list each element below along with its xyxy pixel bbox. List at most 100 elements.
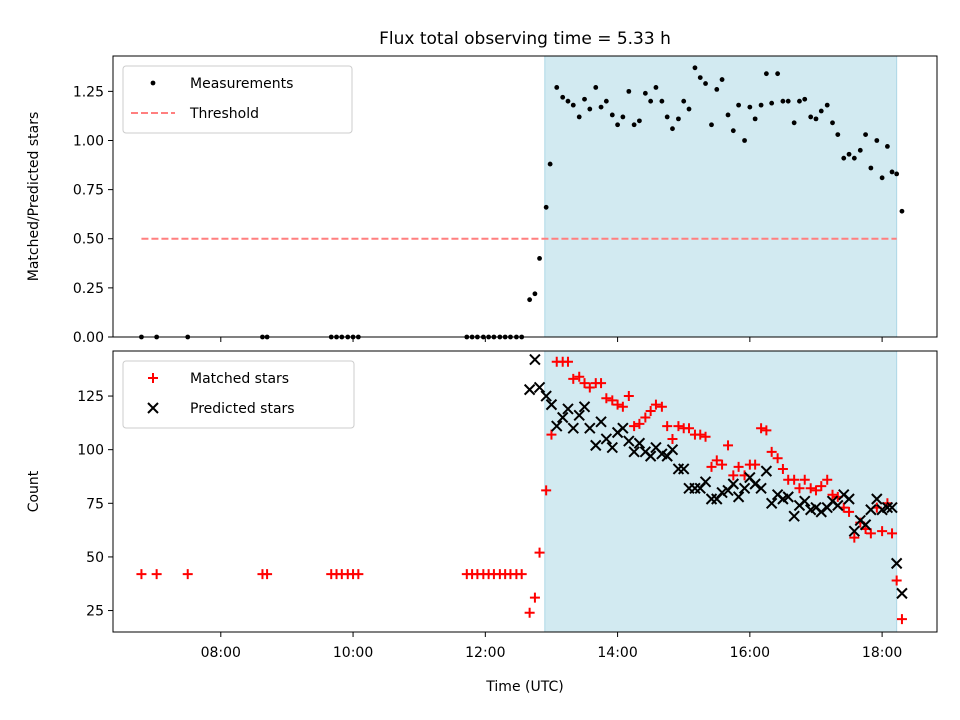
predicted-star-point — [628, 446, 640, 458]
measurement-point — [725, 112, 731, 118]
measurement-point — [709, 122, 714, 128]
predicted-star-point — [755, 482, 767, 494]
predicted-star-point — [843, 493, 855, 505]
predicted-star-point — [623, 435, 635, 447]
matched-star-point — [529, 592, 540, 603]
matched-star-point — [579, 378, 590, 389]
matched-star-point — [662, 421, 673, 432]
measurement-point — [780, 98, 786, 104]
x-tick-label: 14:00 — [597, 645, 637, 661]
top-y-axis-label: Matched/Predicted stars — [26, 112, 42, 282]
measurement-point — [714, 87, 720, 92]
top-y-tick-label: 0.50 — [73, 232, 104, 248]
matched-star-point — [562, 356, 573, 367]
measurement-point — [670, 126, 675, 132]
predicted-star-point — [562, 403, 574, 415]
measurement-point — [648, 98, 654, 104]
matched-star-point — [822, 474, 833, 485]
measurement-point — [791, 120, 797, 126]
predicted-star-point — [633, 437, 646, 449]
bottom-series-1 — [523, 353, 908, 600]
predicted-star-point — [545, 398, 558, 411]
matched-star-point — [711, 455, 722, 466]
bottom-y-axis-label: Count — [26, 470, 42, 512]
matched-star-point — [650, 399, 661, 410]
legend-marker-measurements — [150, 80, 156, 86]
top-y-tick-label: 1.25 — [73, 84, 104, 100]
legend-marker-predicted — [147, 402, 159, 414]
measurement-point — [603, 98, 609, 104]
predicted-star-point — [584, 422, 596, 434]
matched-star-point — [612, 399, 623, 410]
measurement-point — [659, 98, 665, 104]
predicted-star-point — [815, 506, 827, 518]
predicted-star-point — [716, 486, 728, 499]
matched-star-point — [816, 481, 827, 492]
matched-star-point — [887, 528, 898, 539]
x-tick-label: 12:00 — [465, 645, 505, 661]
matched-star-point — [766, 446, 777, 457]
matched-star-point — [516, 569, 527, 580]
measurement-point — [769, 100, 775, 106]
measurement-point — [802, 96, 808, 102]
bottom-y-tick-label: 125 — [77, 389, 104, 405]
predicted-star-point — [523, 383, 536, 396]
measurement-point — [697, 75, 703, 81]
predicted-star-point — [529, 353, 541, 366]
measurement-point — [835, 132, 841, 138]
measurement-point — [681, 98, 687, 104]
matched-star-point — [789, 474, 800, 485]
measurement-point — [593, 85, 599, 90]
matched-star-point — [891, 575, 902, 586]
measurement-point — [565, 98, 571, 104]
predicted-star-point — [533, 381, 546, 394]
predicted-star-point — [886, 501, 898, 514]
measurement-point — [885, 143, 890, 149]
top-y-tick-label: 0.00 — [73, 330, 104, 346]
measurement-point — [785, 98, 791, 104]
top-legend: Measurements Threshold — [122, 65, 353, 134]
measurement-point — [752, 116, 758, 122]
measurement-point — [775, 71, 781, 77]
measurement-point — [653, 85, 659, 90]
measurement-point — [703, 81, 708, 86]
matched-star-point — [623, 391, 634, 402]
matched-star-point — [799, 474, 810, 485]
predicted-star-point — [727, 478, 740, 490]
legend-marker-matched — [148, 373, 158, 383]
top-series-0 — [139, 65, 905, 340]
predicted-star-point — [567, 422, 579, 434]
legend-label: Matched stars — [190, 371, 289, 387]
predicted-star-point — [871, 493, 883, 505]
predicted-star-point — [760, 465, 773, 477]
predicted-star-point — [765, 497, 778, 510]
x-tick-label: 10:00 — [333, 645, 373, 661]
matched-star-point — [645, 406, 656, 417]
predicted-star-point — [540, 390, 552, 402]
measurement-point — [609, 112, 615, 118]
matched-star-point — [182, 569, 193, 580]
top-y-tick-label: 0.75 — [73, 183, 104, 199]
measurement-point — [824, 102, 830, 108]
matched-star-point — [717, 459, 728, 470]
predicted-star-point — [573, 409, 585, 422]
matched-star-point — [700, 431, 711, 442]
measurement-point — [532, 291, 538, 297]
matched-star-point — [794, 483, 805, 494]
bottom-panel: 25 50 75 100 125 08:00 10:00 12:00 14:00 16:00 18:… — [26, 350, 938, 661]
measurement-point — [813, 116, 819, 122]
matched-star-point — [667, 433, 678, 444]
predicted-star-point — [578, 401, 591, 413]
matched-star-point — [695, 429, 706, 440]
measurement-point — [587, 106, 593, 112]
measurement-point — [637, 118, 642, 124]
measurement-point — [576, 114, 582, 120]
predicted-star-point — [666, 443, 679, 456]
measurement-point — [719, 77, 725, 82]
matched-star-point — [777, 463, 788, 474]
top-y-tick-label: 1.00 — [73, 133, 104, 149]
matched-star-point — [617, 401, 628, 412]
measurement-point — [889, 169, 895, 175]
predicted-star-point — [890, 557, 903, 570]
